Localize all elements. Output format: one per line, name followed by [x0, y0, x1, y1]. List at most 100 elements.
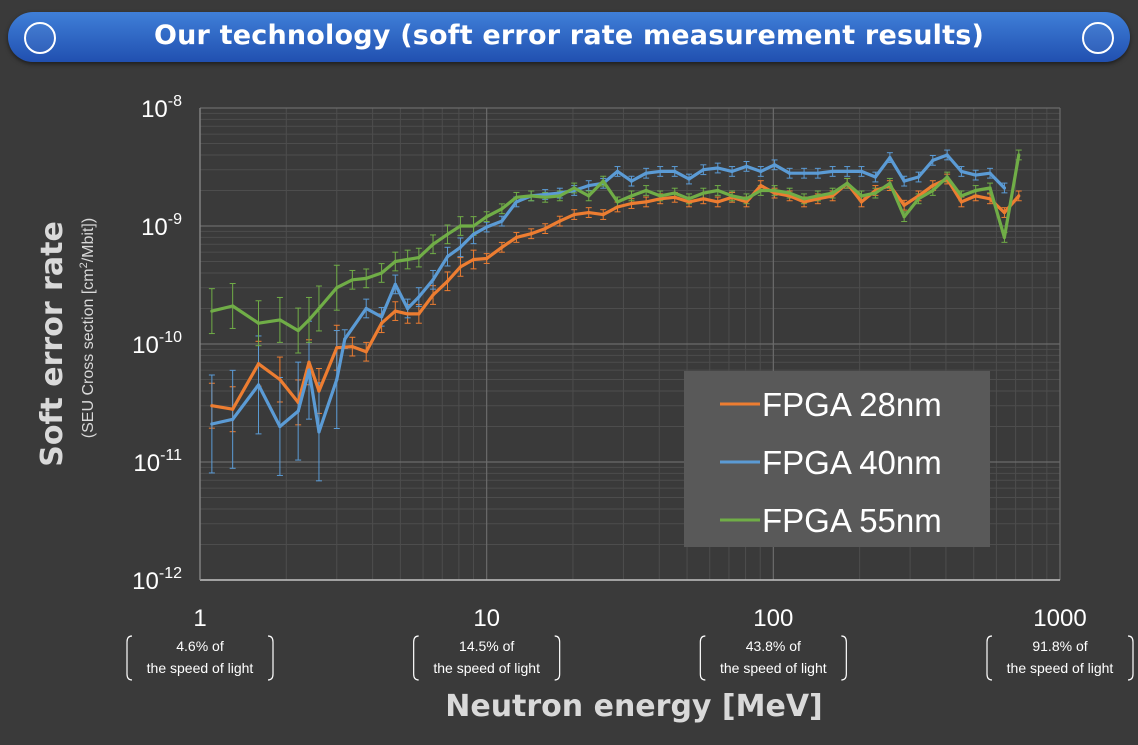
data-point — [431, 293, 435, 297]
data-point — [458, 245, 463, 249]
data-point — [772, 163, 777, 167]
data-point — [514, 195, 519, 199]
y-axis-subtitle: (SEU Cross section [cm2/Mbit]) — [78, 218, 97, 438]
data-point — [558, 194, 562, 198]
title-banner: Our technology (soft error rate measurem… — [8, 12, 1130, 62]
data-point — [658, 194, 662, 198]
data-point — [417, 255, 421, 260]
data-point — [974, 188, 978, 193]
data-point — [364, 350, 368, 354]
data-point — [716, 200, 720, 204]
data-point — [417, 295, 421, 299]
data-point — [701, 191, 705, 195]
data-point — [587, 210, 591, 215]
speed-text-line: the speed of light — [1007, 660, 1114, 676]
data-point — [458, 265, 463, 269]
speed-percent: 43.8% of — [746, 638, 801, 654]
data-point — [902, 179, 906, 183]
data-point — [974, 194, 978, 198]
data-point — [859, 200, 864, 204]
data-point — [816, 197, 820, 201]
data-point — [945, 153, 949, 157]
data-point — [873, 175, 877, 179]
speed-percent: 14.5% of — [459, 638, 514, 654]
data-point — [587, 194, 591, 198]
data-point — [916, 197, 921, 201]
data-point — [931, 183, 935, 188]
data-point — [788, 191, 792, 195]
data-point — [730, 194, 734, 198]
data-point — [744, 200, 749, 204]
data-point — [296, 328, 300, 333]
data-point — [431, 278, 435, 282]
data-point — [931, 188, 935, 193]
data-point — [210, 404, 214, 408]
data-point — [601, 212, 605, 217]
data-point — [343, 337, 347, 341]
data-point — [845, 169, 849, 174]
bracket-right — [267, 635, 274, 681]
data-point — [744, 164, 749, 168]
data-point — [788, 171, 792, 175]
data-point — [514, 235, 519, 240]
x-tick-label: 1 — [193, 605, 206, 632]
data-point — [888, 155, 892, 160]
data-point — [317, 389, 321, 393]
data-point — [278, 377, 282, 382]
data-point — [888, 181, 892, 185]
y-tick-label: 10-10 — [132, 329, 182, 359]
data-point — [231, 417, 235, 421]
data-point — [802, 200, 806, 204]
bracket-left — [986, 635, 993, 681]
data-point — [445, 279, 450, 283]
data-point — [772, 191, 777, 195]
data-point — [673, 169, 677, 174]
data-point — [816, 171, 820, 175]
data-point — [959, 169, 964, 174]
speed-text-line: the speed of light — [720, 660, 827, 676]
data-point — [687, 197, 691, 201]
data-point — [716, 166, 720, 170]
data-point — [307, 318, 311, 322]
data-point — [558, 219, 562, 223]
data-point — [988, 186, 992, 190]
y-tick-label: 10-11 — [133, 447, 182, 477]
bracket-left — [699, 635, 706, 681]
data-point — [350, 278, 354, 282]
data-point — [859, 169, 864, 174]
data-point — [572, 212, 576, 217]
data-point — [845, 181, 849, 185]
data-point — [210, 422, 214, 426]
series-line-3 — [211, 154, 1021, 333]
data-point — [231, 407, 235, 411]
data-point — [406, 306, 410, 311]
data-point — [816, 194, 820, 198]
data-point — [802, 197, 806, 201]
data-point — [629, 194, 634, 198]
data-point — [485, 256, 489, 261]
tick-labels: 1 10 100 1000 10-12 10-11 10-10 10-9 10-8 — [132, 93, 1087, 632]
data-point — [831, 169, 835, 174]
data-point — [278, 424, 282, 429]
legend-label: FPGA 28nm — [762, 386, 942, 423]
x-tick-label: 10 — [473, 605, 500, 632]
y-tick-label: 10-8 — [141, 93, 182, 123]
data-point — [759, 183, 763, 188]
data-point — [959, 194, 964, 198]
data-point — [500, 219, 504, 223]
data-point — [307, 360, 311, 364]
data-point — [458, 224, 463, 228]
speed-text-line: the speed of light — [433, 660, 540, 676]
speed-label: 91.8% of the speed of light — [986, 635, 1134, 681]
data-point — [759, 188, 763, 193]
data-point — [210, 309, 214, 313]
data-point — [379, 315, 384, 319]
data-point — [529, 232, 533, 236]
data-point — [1002, 235, 1007, 240]
legend-label: FPGA 40nm — [762, 444, 942, 481]
data-point — [931, 158, 935, 162]
data-point — [988, 171, 992, 175]
series-lines — [210, 153, 1021, 434]
data-point — [916, 175, 921, 179]
y-tick-label: 10-9 — [141, 211, 182, 241]
